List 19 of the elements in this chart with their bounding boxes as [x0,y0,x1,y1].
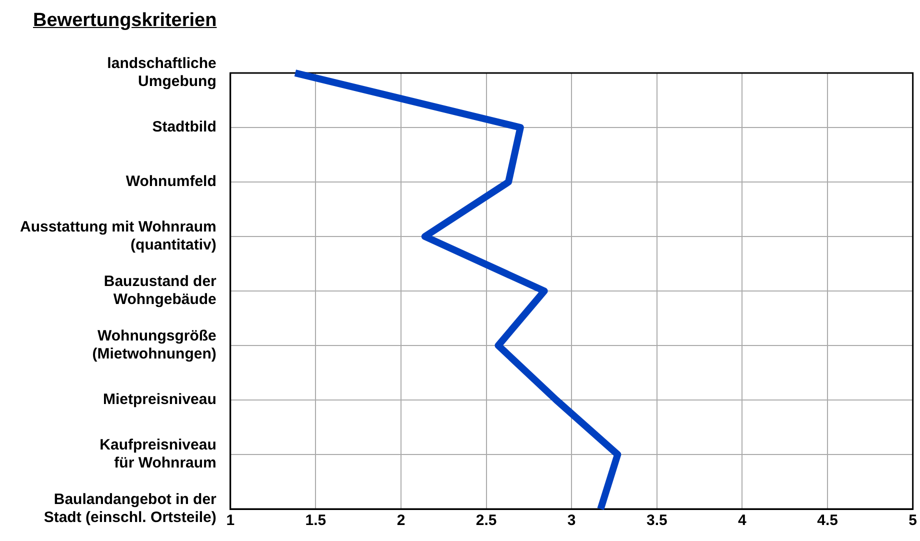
x-tick-label: 5 [908,512,917,530]
y-tick-label: Baulandangebot in der Stadt (einschl. Ortsteile) [44,491,217,526]
x-tick-label: 4.5 [817,512,838,530]
x-tick-label: 3 [567,512,576,530]
y-tick-label: Ausstattung mit Wohnraum (quantitativ) [20,218,216,254]
x-tick-label: 1 [226,512,235,530]
y-tick-label: Wohnungsgröße (Mietwohnungen) [92,328,216,363]
x-tick-label: 4 [738,512,748,530]
chart-title: Bewertungskriterien [33,10,217,32]
x-tick-label: 2 [396,512,406,530]
y-tick-label: landschaftliche Umgebung [107,55,216,90]
y-tick-label: Mietpreisniveau [103,391,216,408]
y-tick-label: Bauzustand der Wohngebäude [104,273,217,308]
x-tick-label: 1.5 [305,512,326,530]
y-tick-label: Wohnumfeld [126,173,216,190]
y-tick-label: Kaufpreisniveau für Wohnraum [100,436,216,472]
y-tick-label: Stadtbild [152,118,216,136]
x-tick-label: 2.5 [476,512,497,530]
x-tick-label: 3.5 [646,512,668,530]
